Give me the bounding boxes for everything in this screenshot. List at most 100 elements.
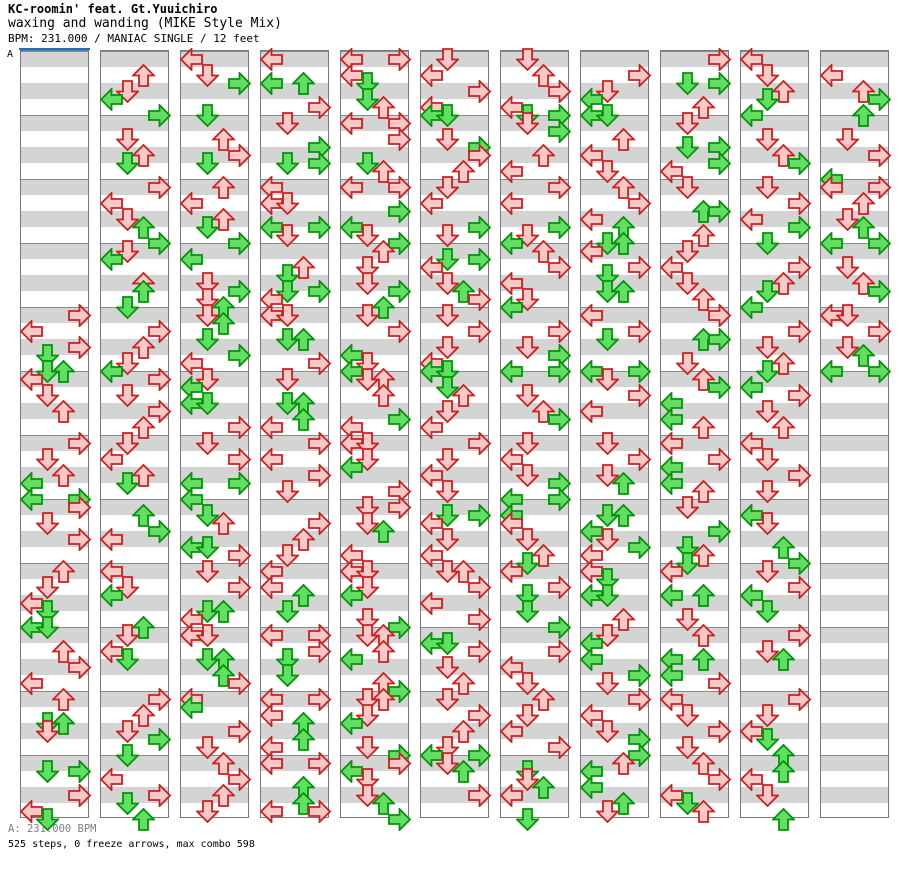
note-right-pink bbox=[788, 383, 811, 407]
note-up-green bbox=[772, 535, 795, 559]
note-down-green bbox=[116, 647, 139, 671]
note-right-pink bbox=[68, 495, 91, 519]
note-down-green bbox=[436, 631, 459, 655]
note-down-green bbox=[196, 535, 219, 559]
note-up-pink bbox=[452, 671, 475, 695]
note-up-pink bbox=[292, 255, 315, 279]
note-up-green bbox=[132, 279, 155, 303]
note-left-pink bbox=[259, 447, 283, 471]
note-down-pink bbox=[596, 719, 619, 743]
note-up-pink bbox=[612, 175, 635, 199]
note-left-green bbox=[579, 359, 603, 383]
note-down-green bbox=[276, 663, 299, 687]
note-down-green bbox=[196, 391, 219, 415]
note-down-pink bbox=[516, 463, 539, 487]
note-down-pink bbox=[756, 559, 779, 583]
note-down-pink bbox=[756, 63, 779, 87]
note-down-pink bbox=[436, 399, 459, 423]
note-down-pink bbox=[276, 191, 299, 215]
note-left-pink bbox=[739, 207, 763, 231]
note-left-pink bbox=[579, 143, 603, 167]
note-left-pink bbox=[419, 511, 443, 535]
note-left-pink bbox=[259, 575, 283, 599]
note-down-pink bbox=[756, 639, 779, 663]
note-left-green bbox=[579, 519, 603, 543]
note-down-pink bbox=[36, 511, 59, 535]
note-up-pink bbox=[772, 351, 795, 375]
note-up-pink bbox=[772, 79, 795, 103]
note-up-pink bbox=[692, 415, 715, 439]
note-up-pink bbox=[612, 751, 635, 775]
note-down-pink bbox=[356, 511, 379, 535]
note-down-green bbox=[36, 807, 59, 831]
note-right-pink bbox=[468, 607, 491, 631]
note-right-pink bbox=[148, 175, 171, 199]
note-down-green bbox=[516, 599, 539, 623]
note-down-pink bbox=[676, 703, 699, 727]
note-up-pink bbox=[852, 191, 875, 215]
note-left-pink bbox=[19, 319, 43, 343]
note-down-green bbox=[436, 103, 459, 127]
note-down-pink bbox=[756, 399, 779, 423]
note-down-pink bbox=[516, 527, 539, 551]
note-down-pink bbox=[436, 687, 459, 711]
note-up-green bbox=[52, 711, 75, 735]
note-down-green bbox=[436, 375, 459, 399]
note-left-pink bbox=[339, 175, 363, 199]
note-left-pink bbox=[19, 799, 43, 823]
note-right-green bbox=[868, 359, 891, 383]
note-left-green bbox=[99, 583, 123, 607]
note-right-green bbox=[228, 231, 251, 255]
note-right-green bbox=[388, 279, 411, 303]
note-right-green bbox=[708, 71, 731, 95]
note-right-pink bbox=[388, 319, 411, 343]
note-down-green bbox=[356, 87, 379, 111]
note-right-pink bbox=[708, 47, 731, 71]
note-up-green bbox=[292, 727, 315, 751]
note-right-pink bbox=[628, 447, 651, 471]
note-down-pink bbox=[676, 735, 699, 759]
note-up-pink bbox=[372, 159, 395, 183]
note-down-pink bbox=[36, 383, 59, 407]
note-down-green bbox=[596, 583, 619, 607]
note-up-pink bbox=[132, 63, 155, 87]
note-left-pink bbox=[99, 447, 123, 471]
note-right-pink bbox=[308, 751, 331, 775]
note-left-green bbox=[339, 215, 363, 239]
note-left-green bbox=[659, 663, 683, 687]
note-left-pink bbox=[819, 63, 843, 87]
note-left-green bbox=[339, 455, 363, 479]
note-right-green bbox=[308, 215, 331, 239]
note-up-green bbox=[292, 791, 315, 815]
step-column-10 bbox=[739, 47, 811, 831]
bpm-marker-label: A bbox=[7, 49, 14, 60]
step-column-8 bbox=[579, 50, 651, 823]
note-down-green bbox=[196, 103, 219, 127]
step-column-2 bbox=[99, 50, 171, 831]
note-left-green bbox=[659, 407, 683, 431]
note-up-pink bbox=[212, 783, 235, 807]
note-down-green bbox=[596, 327, 619, 351]
note-left-pink bbox=[579, 207, 603, 231]
note-down-green bbox=[756, 231, 779, 255]
note-up-green bbox=[452, 279, 475, 303]
note-right-pink bbox=[228, 767, 251, 791]
note-up-pink bbox=[52, 399, 75, 423]
note-up-pink bbox=[52, 559, 75, 583]
note-up-pink bbox=[132, 703, 155, 727]
note-left-pink bbox=[419, 543, 443, 567]
note-up-green bbox=[372, 295, 395, 319]
note-right-pink bbox=[628, 383, 651, 407]
step-column-7 bbox=[499, 47, 571, 831]
note-left-pink bbox=[19, 671, 43, 695]
note-down-pink bbox=[596, 463, 619, 487]
note-right-pink bbox=[388, 175, 411, 199]
note-right-green bbox=[788, 215, 811, 239]
note-down-green bbox=[116, 151, 139, 175]
note-left-pink bbox=[659, 255, 683, 279]
note-up-pink bbox=[692, 287, 715, 311]
note-down-pink bbox=[756, 511, 779, 535]
note-left-green bbox=[659, 583, 683, 607]
note-right-pink bbox=[148, 783, 171, 807]
note-up-pink bbox=[52, 463, 75, 487]
